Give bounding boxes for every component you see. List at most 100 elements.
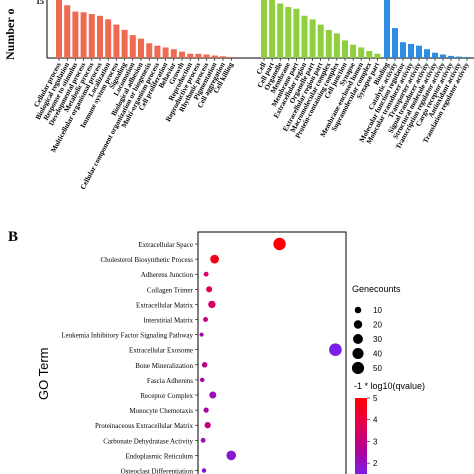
bar xyxy=(374,53,381,58)
bar xyxy=(416,45,422,58)
go-term-label: Adherens Junction xyxy=(141,271,194,279)
go-term-label: Endoplasmic Reticulum xyxy=(126,452,194,460)
bar xyxy=(464,56,470,58)
bar xyxy=(440,54,446,58)
bar xyxy=(187,53,194,58)
bar xyxy=(129,35,136,58)
go-term-label: Osteoclast Differentiation xyxy=(121,468,194,474)
go-term-dot xyxy=(210,254,219,264)
go-term-label: Fascia Adherens xyxy=(147,377,193,385)
go-term-dot xyxy=(200,437,206,443)
legend-size-dot xyxy=(353,334,363,344)
legend-size-label: 20 xyxy=(373,321,382,330)
bar xyxy=(392,28,398,58)
bar xyxy=(97,15,103,58)
bar xyxy=(56,0,62,58)
bar xyxy=(432,52,438,58)
bar xyxy=(269,0,276,58)
go-term-label: Extracellular Space xyxy=(138,241,193,249)
bar xyxy=(384,0,390,58)
bar xyxy=(113,24,120,58)
legend-size-label: 10 xyxy=(373,306,382,315)
legend-size-dot xyxy=(351,361,365,375)
bar xyxy=(342,40,348,58)
go-term-dot xyxy=(273,237,286,251)
go-term-label: Collagen Trimer xyxy=(147,286,194,294)
legend-size-label: 50 xyxy=(373,364,382,373)
bar xyxy=(228,56,235,58)
legend-color-bar xyxy=(355,398,367,474)
go-term-dot xyxy=(199,377,205,383)
bar xyxy=(146,43,153,58)
bar xyxy=(456,56,462,58)
bar xyxy=(301,15,308,58)
go-term-dot xyxy=(203,271,209,277)
go-term-label: Monocyte Chemotaxis xyxy=(129,407,193,415)
bar xyxy=(195,53,202,58)
legend-size-dot xyxy=(352,347,364,360)
go-term-dot xyxy=(329,343,342,357)
go-term-dot xyxy=(203,317,208,322)
legend-color-tick-label: 4 xyxy=(373,416,378,425)
bar xyxy=(88,14,95,58)
legend-size-label: 30 xyxy=(373,335,382,344)
bar xyxy=(358,47,365,58)
bar xyxy=(325,29,332,58)
bar xyxy=(105,19,112,58)
bar xyxy=(64,5,71,58)
legend-size-dot xyxy=(353,320,363,329)
bar xyxy=(317,24,324,58)
panel-a-ylabel: Number o xyxy=(3,9,17,60)
go-term-label: Cholesterol Biosynthetic Process xyxy=(100,256,193,264)
go-term-dot xyxy=(201,362,208,368)
go-term-dot xyxy=(208,300,216,309)
bar xyxy=(162,47,169,58)
bar xyxy=(285,7,292,58)
bar xyxy=(203,54,210,58)
bar xyxy=(220,56,226,58)
go-term-label: Extracellular Exosome xyxy=(129,347,193,355)
bar xyxy=(179,51,185,58)
legend-size-label: 40 xyxy=(373,350,382,359)
bar xyxy=(72,11,79,59)
go-term-label: Proteinaceous Extracellular Matrix xyxy=(95,422,193,430)
go-term-dot xyxy=(226,450,237,461)
legend-color-tick-label: 3 xyxy=(373,437,378,446)
bar xyxy=(170,49,177,58)
go-term-label: Interstitial Matrix xyxy=(143,317,193,325)
panel-b-ylabel: GO Term xyxy=(36,348,51,401)
legend-color-title: -1 * log10(qvalue) xyxy=(354,381,425,391)
bar xyxy=(261,0,267,58)
panel-a-ytick: 15 xyxy=(36,0,44,6)
go-term-dot xyxy=(199,332,204,337)
go-term-label: Receptor Complex xyxy=(140,392,193,400)
legend-size-dot xyxy=(354,306,362,314)
bar xyxy=(211,55,218,58)
go-term-dot xyxy=(201,468,207,473)
bar xyxy=(138,38,144,58)
legend-color-tick-label: 2 xyxy=(373,459,378,468)
go-term-dot xyxy=(209,391,217,399)
bar xyxy=(448,55,454,58)
bar xyxy=(80,12,87,58)
panel-b-dot-plot: GO Term Extracellular Space Cholesterol B… xyxy=(36,231,425,474)
legend-size-title: Genecounts xyxy=(352,284,401,294)
bar xyxy=(350,44,357,58)
go-term-label: Leukemia Inhibitory Factor Signaling Pat… xyxy=(61,332,193,340)
bar xyxy=(309,19,316,58)
go-term-label: Carbonate Dehydratase Activity xyxy=(103,437,193,445)
bar xyxy=(408,43,414,58)
panel-b-label: B xyxy=(8,229,18,245)
go-term-dot xyxy=(204,422,211,429)
bar xyxy=(154,45,161,58)
go-term-dot xyxy=(206,286,213,293)
legend-color-tick-label: 5 xyxy=(373,394,378,403)
go-term-label: Extracellular Matrix xyxy=(136,301,193,309)
bar xyxy=(400,42,406,58)
panel-b-plot-frame xyxy=(197,231,347,474)
go-term-label: Bone Mineralization xyxy=(135,362,193,370)
bar xyxy=(424,49,430,58)
bar xyxy=(293,8,300,58)
